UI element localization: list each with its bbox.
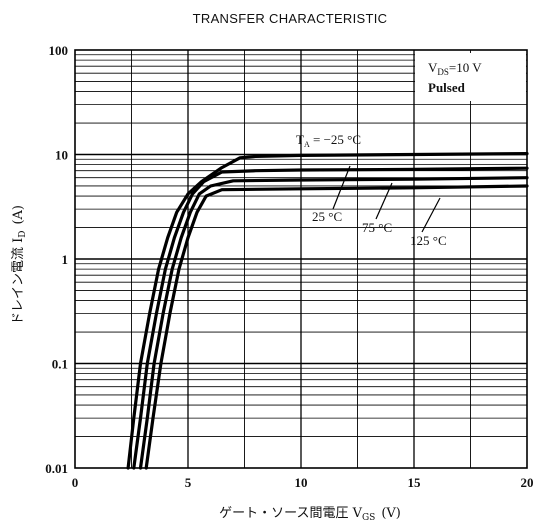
x-tick-label: 5: [185, 475, 192, 490]
x-tick-label: 15: [408, 475, 422, 490]
y-tick-label: 100: [49, 43, 69, 58]
series-label-125: 125 °C: [410, 233, 447, 248]
series-label-75: 75 °C: [362, 220, 392, 235]
leader-line-75: [375, 182, 393, 220]
series-line-1: [126, 152, 529, 470]
vds-condition: VDS=10 V: [428, 60, 482, 77]
leader-line-125: [421, 197, 441, 233]
x-axis-label: ゲート・ソース間電圧 VGS (V): [219, 506, 401, 523]
curves: [126, 152, 529, 470]
condition-box: [415, 53, 526, 101]
y-tick-label: 10: [55, 148, 68, 163]
series-line-4: [144, 184, 529, 470]
chart-title: TRANSFER CHARACTERISTIC: [193, 11, 388, 26]
x-tick-label: 10: [295, 475, 308, 490]
x-tick-label: 20: [521, 475, 534, 490]
y-tick-label: 0.1: [52, 357, 68, 372]
pulsed-label: Pulsed: [428, 80, 466, 95]
y-tick-label: 1: [62, 252, 69, 267]
tick-labels: 0 5 10 15 20 0.01 0.1 1 10 100: [45, 43, 533, 490]
series-line-2: [132, 166, 529, 470]
plot-frame: [74, 49, 528, 469]
y-axis-label: ドレイン電流 ID(A): [11, 205, 28, 325]
series-line-3: [138, 176, 529, 470]
leader-lines: [332, 165, 441, 233]
leader-line-25: [332, 165, 351, 210]
x-tick-label: 0: [72, 475, 79, 490]
y-tick-label: 0.01: [45, 461, 68, 476]
series-label-25: 25 °C: [312, 209, 342, 224]
series-label-minus25: TA = −25 °C: [296, 132, 361, 149]
